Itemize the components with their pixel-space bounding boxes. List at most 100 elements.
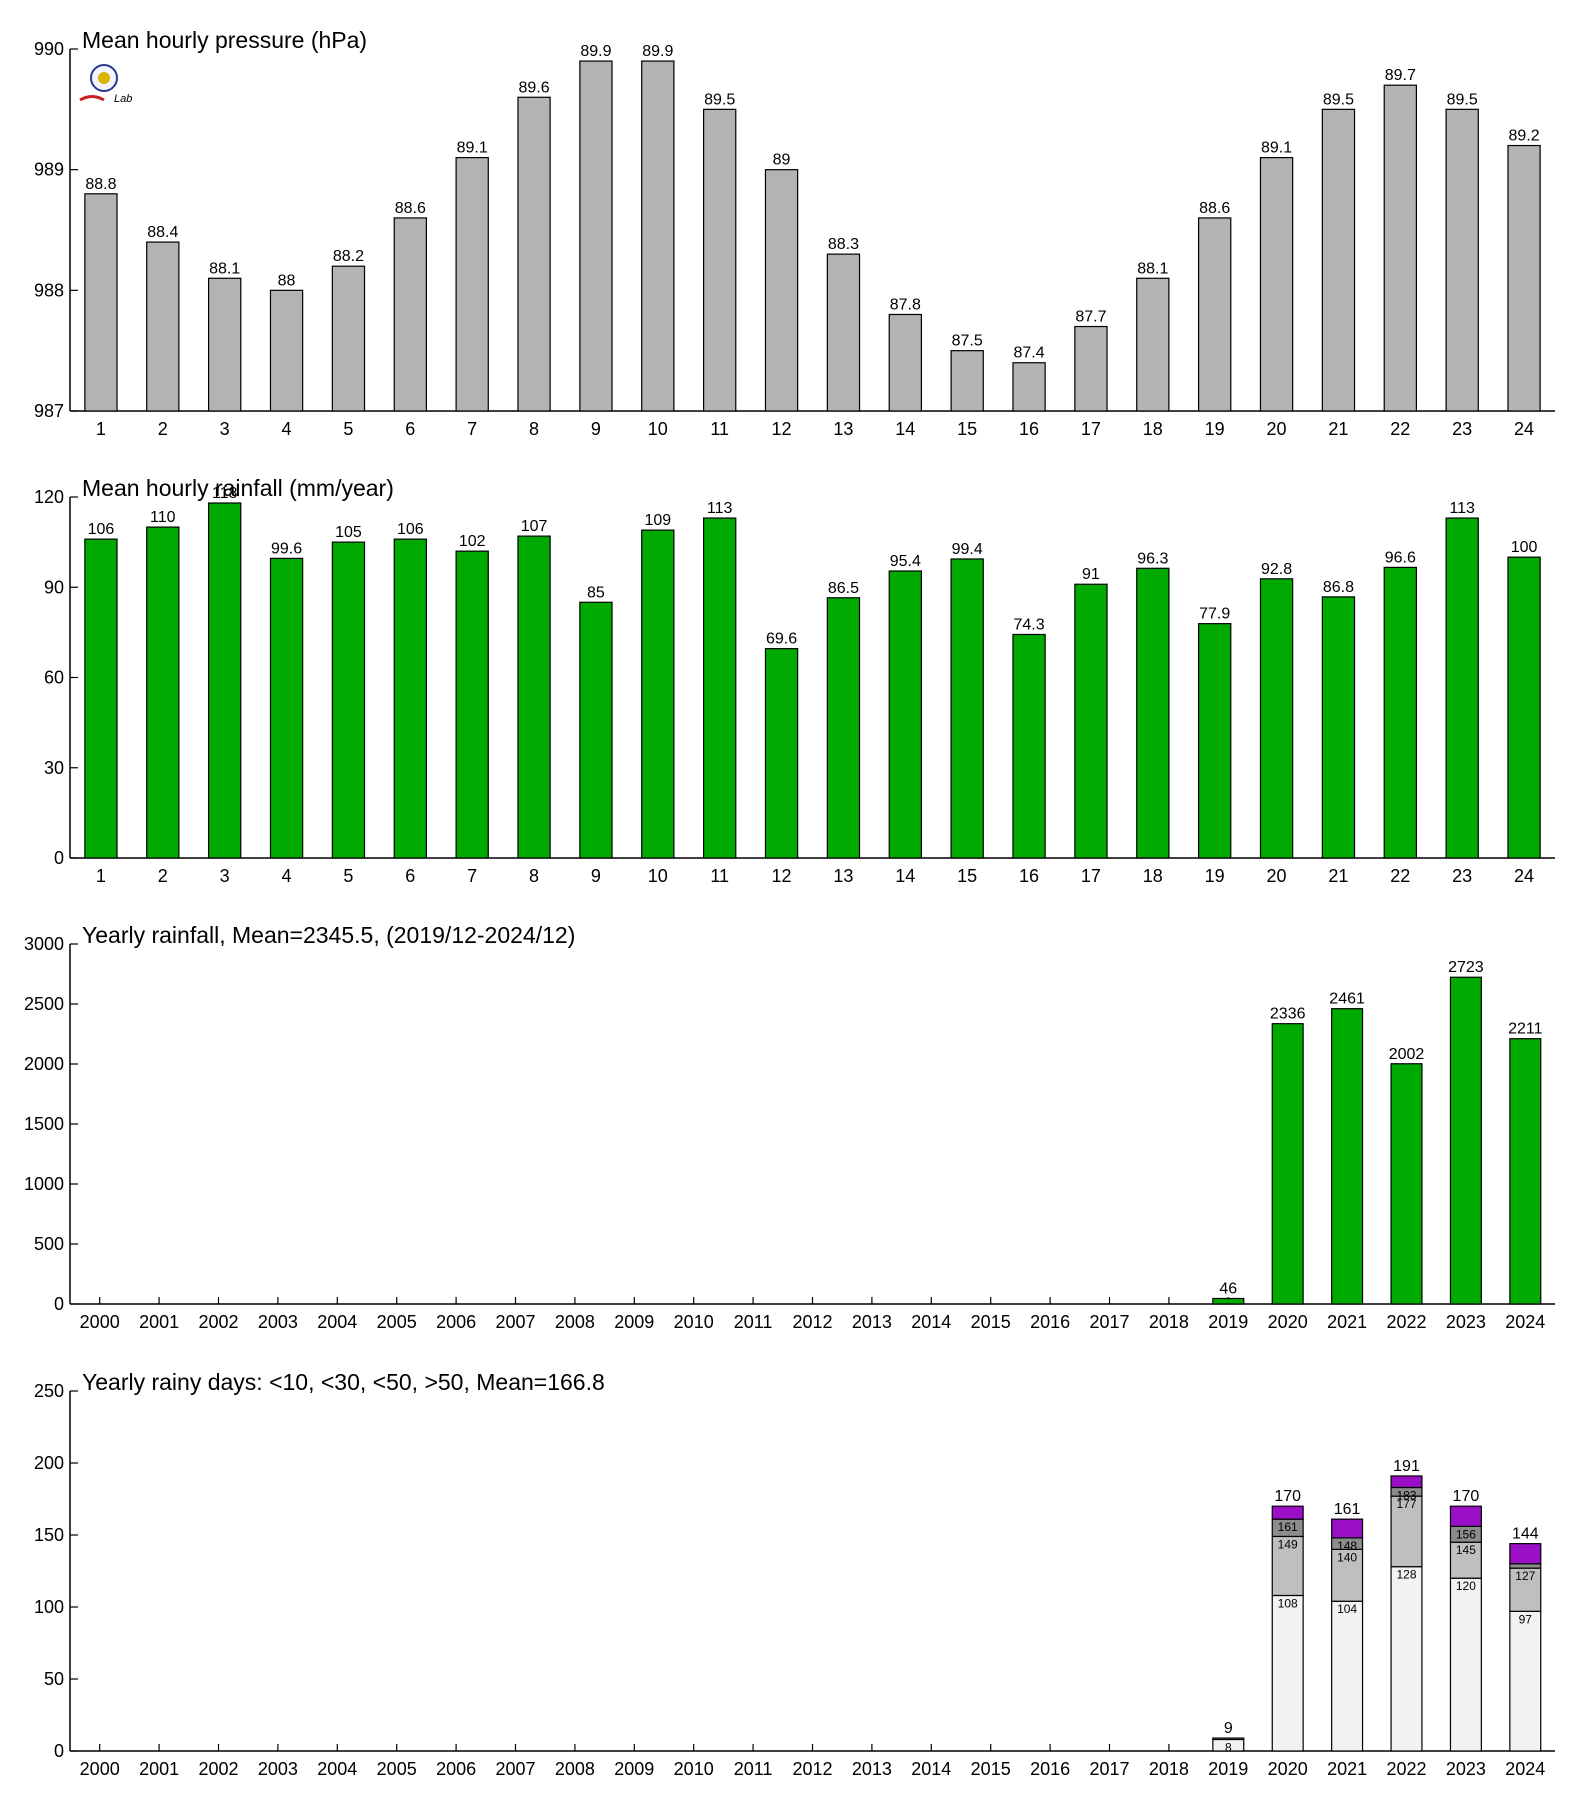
x-tick-label: 2013	[852, 1759, 892, 1779]
bar-value-label: 74.3	[1013, 616, 1044, 633]
bar	[1259, 157, 1294, 412]
y-tick-label: 0	[54, 1294, 64, 1314]
bar	[146, 241, 180, 412]
stack-segment-lt30	[1271, 1535, 1304, 1597]
bar	[1259, 578, 1294, 859]
segment-value-label: 161	[1278, 1520, 1298, 1534]
bar	[1136, 567, 1170, 859]
y-tick-label: 2500	[24, 994, 64, 1014]
bar	[84, 193, 118, 412]
x-tick-label: 2023	[1446, 1312, 1486, 1332]
y-tick-label: 987	[34, 401, 64, 421]
bar-value-label: 86.5	[828, 580, 859, 597]
x-tick-label: 21	[1328, 866, 1348, 886]
yearly-rainfall-chart: 0 500 1000 1500 2000 2500 3000 2000 2001 2002 2003…	[24, 922, 1555, 1332]
x-tick-label: 17	[1081, 866, 1101, 886]
bar-value-label: 89.5	[1447, 91, 1478, 108]
y-tick-label: 60	[44, 668, 64, 688]
bar-value-label: 92.8	[1261, 561, 1292, 578]
stack-segment-lt30	[1509, 1567, 1542, 1612]
x-tick-label: 15	[957, 866, 977, 886]
bar	[826, 253, 861, 412]
y-tick-label: 50	[44, 1669, 64, 1689]
bar-total-label: 170	[1274, 1488, 1301, 1505]
x-tick-label: 2009	[614, 1312, 654, 1332]
x-tick-label: 11	[710, 419, 729, 439]
x-tick-label: 13	[833, 866, 853, 886]
bar	[764, 169, 799, 412]
x-tick-label: 5	[343, 419, 353, 439]
x-tick-label: 6	[405, 866, 415, 886]
bar-value-label: 89.5	[1323, 91, 1354, 108]
bar-value-label: 88.4	[147, 224, 178, 241]
bar	[702, 517, 737, 859]
bar-value-label: 87.4	[1013, 345, 1044, 362]
x-tick-label: 2012	[792, 1759, 832, 1779]
stack-segment-total	[1509, 1543, 1542, 1565]
y-tick-label: 0	[54, 848, 64, 868]
x-tick-label: 7	[467, 419, 477, 439]
segment-value-label: 177	[1396, 1497, 1416, 1511]
bar-value-label: 91	[1082, 566, 1100, 583]
bar	[950, 558, 984, 859]
x-tick-label: 22	[1390, 866, 1410, 886]
bar-value-label: 107	[521, 518, 548, 535]
bar	[146, 526, 180, 859]
x-tick-label: 2007	[495, 1759, 535, 1779]
bar-value-label: 89.7	[1385, 67, 1416, 84]
x-tick-label: 2019	[1208, 1759, 1248, 1779]
bar-value-label: 89.9	[580, 43, 611, 60]
x-tick-label: 2024	[1505, 1759, 1545, 1779]
stack-segment-lt30	[1331, 1548, 1364, 1602]
x-tick-label: 23	[1452, 419, 1472, 439]
y-tick-label: 30	[44, 758, 64, 778]
x-tick-label: 8	[529, 419, 539, 439]
bar-value-label: 88.6	[395, 200, 426, 217]
x-tick-label: 2017	[1089, 1759, 1129, 1779]
bar-value-label: 89	[773, 152, 791, 169]
bar	[641, 529, 675, 859]
bar-value-label: 88	[278, 272, 296, 289]
stack-segment-lt10	[1509, 1610, 1542, 1752]
x-tick-label: 2021	[1327, 1759, 1367, 1779]
bar-value-label: 2211	[1508, 1021, 1543, 1038]
stack-segment-lt30	[1449, 1541, 1482, 1579]
x-tick-label: 10	[648, 419, 668, 439]
x-tick-label: 13	[833, 419, 853, 439]
bar	[517, 535, 551, 859]
bar	[331, 541, 366, 859]
segment-value-label: 108	[1278, 1596, 1298, 1610]
bar-value-label: 2461	[1329, 991, 1365, 1008]
y-tick-label: 100	[34, 1597, 64, 1617]
x-tick-label: 11	[710, 866, 729, 886]
y-tick-label: 120	[34, 487, 64, 507]
y-tick-label: 988	[34, 280, 64, 300]
bar-value-label: 85	[587, 584, 605, 601]
bar	[393, 538, 428, 859]
bar	[1212, 1297, 1245, 1305]
bar	[1074, 583, 1108, 859]
bar-value-label: 89.9	[642, 43, 673, 60]
bar-value-label: 88.1	[1137, 260, 1168, 277]
x-tick-label: 2003	[258, 1312, 298, 1332]
bar	[208, 277, 242, 412]
bar	[1197, 623, 1232, 859]
segment-value-label: 140	[1337, 1550, 1357, 1564]
bar	[1509, 1038, 1542, 1305]
x-tick-label: 2022	[1386, 1312, 1426, 1332]
x-tick-label: 24	[1514, 866, 1534, 886]
segment-value-label: 120	[1456, 1579, 1476, 1593]
x-tick-label: 2020	[1268, 1759, 1308, 1779]
y-tick-label: 90	[44, 577, 64, 597]
segment-value-label: 156	[1456, 1527, 1476, 1541]
bar-value-label: 102	[459, 533, 486, 550]
x-tick-label: 18	[1143, 419, 1163, 439]
segment-value-label: 127	[1515, 1569, 1535, 1583]
x-tick-label: 17	[1081, 419, 1101, 439]
bar-value-label: 96.6	[1385, 549, 1416, 566]
bar	[1012, 633, 1046, 859]
x-tick-label: 22	[1390, 419, 1410, 439]
stack-segment-lt10	[1271, 1594, 1304, 1752]
x-tick-label: 19	[1205, 866, 1225, 886]
